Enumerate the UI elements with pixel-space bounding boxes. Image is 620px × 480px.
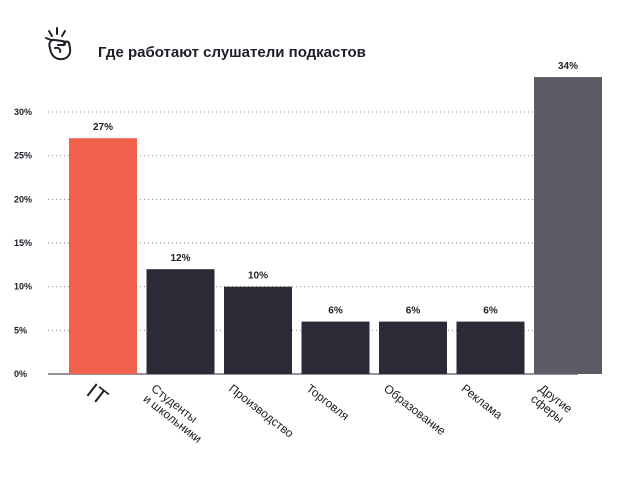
category-label: IT	[82, 378, 113, 410]
category-label: Торговля	[304, 381, 352, 423]
category-label: Образование	[381, 381, 448, 438]
y-tick-label: 20%	[14, 194, 32, 204]
y-tick-label: 10%	[14, 282, 32, 292]
bar	[69, 138, 137, 374]
category-label-line: Производство	[226, 381, 297, 440]
bar-value-label: 34%	[558, 61, 578, 72]
bar-value-label: 10%	[248, 271, 268, 282]
y-tick-label: 30%	[14, 107, 32, 117]
category-label-line: Образование	[381, 381, 448, 438]
y-tick-label: 25%	[14, 151, 32, 161]
category-label: Производство	[226, 381, 297, 440]
bar	[534, 77, 602, 375]
chart-title: Где работают слушатели подкастов	[98, 44, 366, 61]
bar-value-label: 12%	[170, 253, 190, 264]
bar-value-label: 6%	[328, 306, 343, 317]
y-tick-label: 0%	[14, 369, 27, 379]
category-label-line: IT	[82, 378, 113, 410]
y-tick-label: 15%	[14, 238, 32, 248]
category-label: Реклама	[459, 381, 506, 422]
bar-value-label: 27%	[93, 122, 113, 133]
y-tick-label: 5%	[14, 325, 27, 335]
bar	[224, 286, 292, 374]
bar	[301, 321, 370, 374]
bar	[379, 321, 447, 374]
bar-value-label: 6%	[483, 306, 498, 317]
hand-snap-icon	[45, 27, 72, 61]
bar	[456, 321, 525, 374]
category-label-line: Реклама	[459, 381, 506, 422]
bar	[146, 269, 215, 374]
category-label-line: Торговля	[304, 381, 352, 423]
bar-value-label: 6%	[406, 306, 421, 317]
